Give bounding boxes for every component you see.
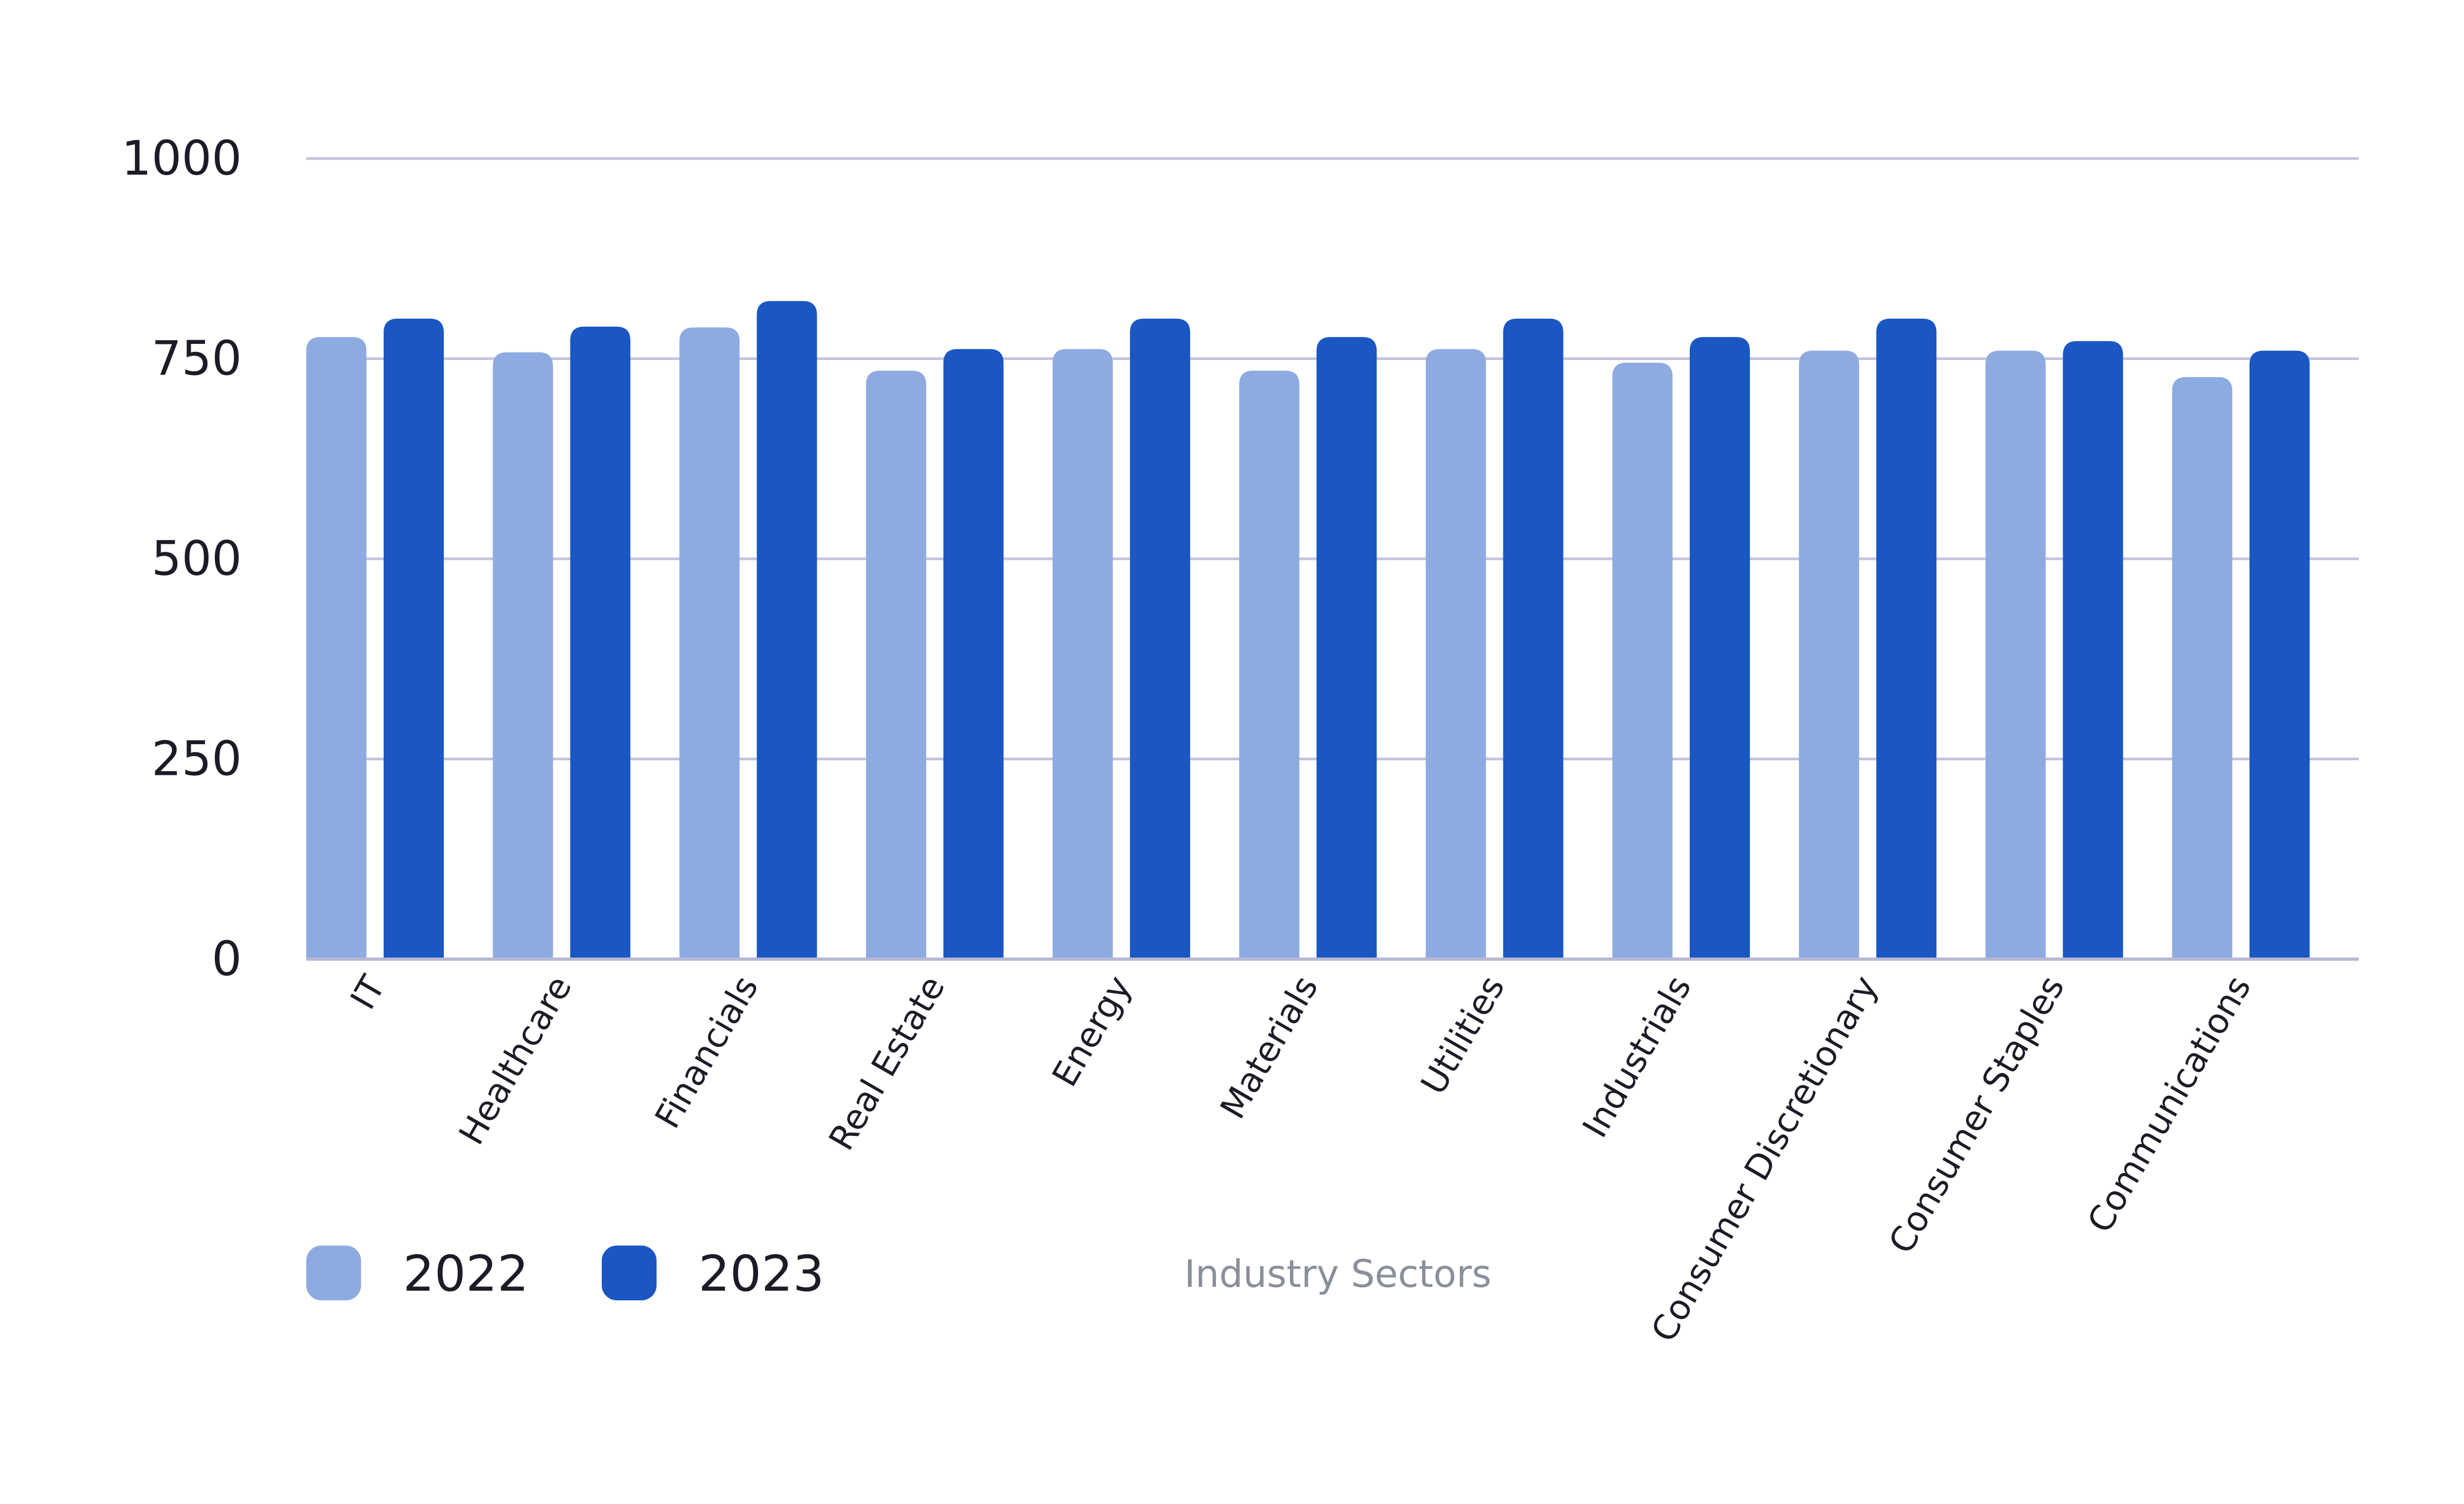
y-tick-label: 1000 [121, 131, 242, 186]
bar-2022-energy [1053, 349, 1113, 959]
y-tick-label: 250 [152, 731, 242, 787]
legend-label-2022: 2022 [403, 1245, 529, 1302]
bar-2023-energy [1130, 319, 1191, 959]
x-tick-label: Industrials [1575, 969, 1699, 1145]
legend-swatch-2022 [306, 1246, 361, 1300]
x-tick-label: Real Estate [822, 969, 953, 1157]
x-tick-label: Utilities [1414, 969, 1513, 1102]
legend: 2022 2023 [306, 1245, 824, 1302]
y-tick-label: 750 [152, 331, 242, 386]
bar-2022-healthcare [493, 352, 553, 959]
y-axis-ticks: 0 250 500 750 1000 [121, 131, 242, 987]
bar-2022-consumer-discretionary [1799, 350, 1860, 959]
bar-2022-real-estate [866, 370, 926, 959]
x-tick-label: Materials [1213, 969, 1326, 1126]
bar-2022-industrials [1612, 362, 1673, 960]
bar-2023-materials [1316, 337, 1377, 959]
legend-label-2023: 2023 [698, 1245, 824, 1302]
bar-2023-healthcare [570, 326, 631, 959]
bar-2023-consumer-discretionary [1876, 319, 1937, 959]
bar-2022-utilities [1425, 349, 1486, 959]
bar-2023-real-estate [943, 349, 1004, 959]
x-tick-label: Consumer Staples [1882, 969, 2072, 1261]
bar-2023-utilities [1503, 319, 1564, 959]
x-tick-label: IT [343, 969, 394, 1016]
x-tick-label: Consumer Discretionary [1644, 969, 1886, 1349]
bar-2022-consumer-staples [1985, 350, 2046, 959]
x-tick-label: Healthcare [452, 969, 580, 1152]
bar-2022-it [306, 337, 366, 959]
bar-2023-it [384, 319, 444, 959]
bar-2023-financials [757, 301, 817, 959]
bar-2023-consumer-staples [2063, 341, 2123, 959]
x-axis-title: Industry Sectors [1184, 1252, 1492, 1296]
bar-2022-financials [679, 327, 740, 959]
legend-swatch-2023 [602, 1246, 657, 1300]
x-tick-label: Communications [2080, 969, 2259, 1240]
bar-2023-industrials [1689, 337, 1750, 959]
bar-2023-communications [2249, 350, 2310, 959]
y-tick-label: 0 [212, 931, 242, 987]
x-tick-label: Energy [1045, 969, 1140, 1093]
bar-2022-materials [1239, 370, 1300, 959]
bars [306, 301, 2310, 960]
bar-2022-communications [2172, 377, 2232, 959]
x-tick-label: Financials [648, 969, 767, 1135]
y-tick-label: 500 [152, 531, 242, 586]
